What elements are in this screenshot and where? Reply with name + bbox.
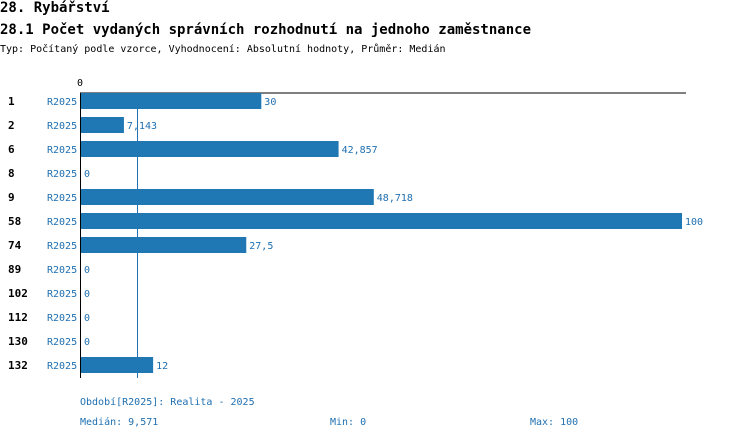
series-label: R2025 <box>47 121 77 132</box>
series-label: R2025 <box>47 217 77 228</box>
series-label: R2025 <box>47 97 77 108</box>
value-label: 12 <box>156 361 168 372</box>
category-label: 2 <box>8 119 15 132</box>
value-label: 30 <box>264 97 276 108</box>
category-label: 74 <box>8 239 22 252</box>
bar <box>81 213 682 229</box>
series-label: R2025 <box>47 145 77 156</box>
value-label: 0 <box>84 289 90 300</box>
category-label: 1 <box>8 95 15 108</box>
max-label: Max: 100 <box>530 417 579 428</box>
bar <box>81 237 247 253</box>
category-label: 6 <box>8 143 15 156</box>
series-label: R2025 <box>47 289 77 300</box>
value-label: 0 <box>84 169 90 180</box>
series-label: R2025 <box>47 313 77 324</box>
value-label: 0 <box>84 337 90 348</box>
value-label: 0 <box>84 265 90 276</box>
series-label: R2025 <box>47 193 77 204</box>
value-label: 42,857 <box>342 145 378 156</box>
value-label: 48,718 <box>377 193 413 204</box>
value-label: 27,5 <box>249 241 273 252</box>
series-label: R2025 <box>47 241 77 252</box>
series-label: R2025 <box>47 337 77 348</box>
category-label: 89 <box>8 263 21 276</box>
bar <box>81 357 154 373</box>
median-label: Medián: 9,571 <box>80 417 159 428</box>
category-label: 9 <box>8 191 15 204</box>
bar <box>81 141 339 157</box>
series-label: R2025 <box>47 169 77 180</box>
bar <box>81 189 374 205</box>
category-label: 102 <box>8 287 28 300</box>
bar <box>81 93 262 109</box>
section-title: 28. Rybářství <box>0 0 110 16</box>
category-label: 58 <box>8 215 21 228</box>
x-tick-label: 0 <box>77 78 83 89</box>
period-label: Období[R2025]: Realita - 2025 <box>80 397 255 408</box>
bar <box>81 117 124 133</box>
chart-title: 28.1 Počet vydaných správních rozhodnutí… <box>0 22 532 38</box>
value-label: 100 <box>685 217 703 228</box>
category-label: 112 <box>8 311 28 324</box>
category-label: 132 <box>8 359 28 372</box>
category-label: 8 <box>8 167 15 180</box>
series-label: R2025 <box>47 361 77 372</box>
category-label: 130 <box>8 335 28 348</box>
min-label: Min: 0 <box>330 417 367 428</box>
value-label: 7,143 <box>127 121 157 132</box>
value-label: 0 <box>84 313 90 324</box>
series-label: R2025 <box>47 265 77 276</box>
chart-subtitle: Typ: Počítaný podle vzorce, Vyhodnocení:… <box>0 44 446 55</box>
